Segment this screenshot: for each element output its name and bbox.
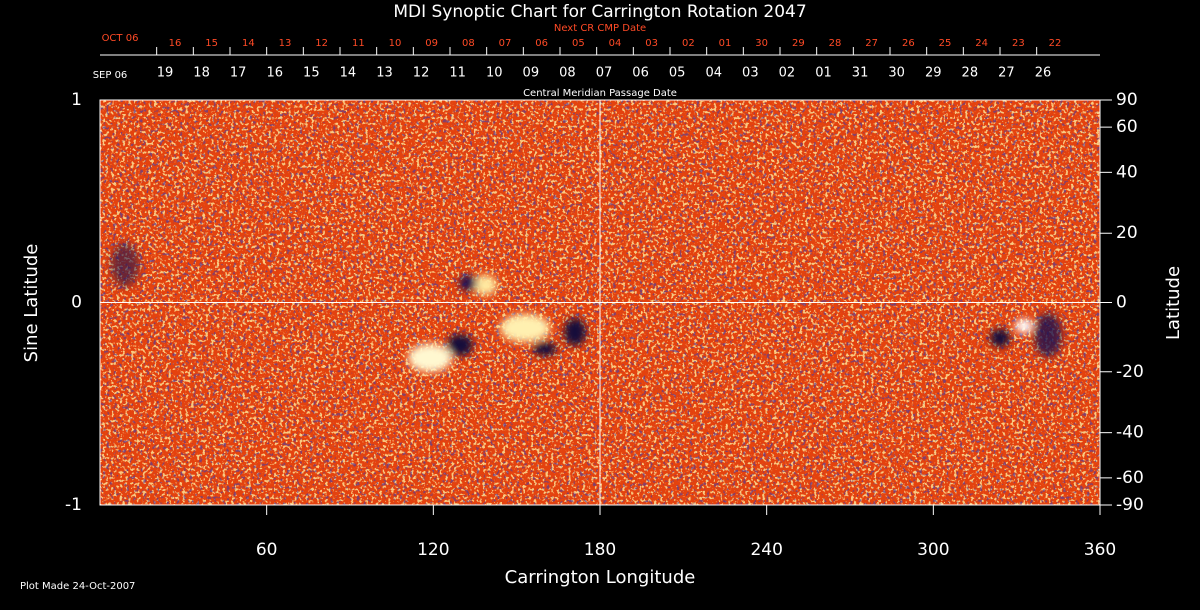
y-tick-label: -1 — [65, 495, 82, 515]
date-label: 07 — [596, 66, 613, 81]
date-label: 09 — [523, 66, 540, 81]
x-tick-label: 60 — [256, 540, 278, 560]
date-label: 28 — [829, 38, 842, 49]
y2-tick-label: -40 — [1116, 423, 1144, 443]
date-label: 14 — [242, 38, 255, 49]
date-start-label: SEP 06 — [93, 70, 128, 81]
date-label: 13 — [279, 38, 292, 49]
date-label: 15 — [303, 66, 320, 81]
date-label: 28 — [962, 66, 979, 81]
y-tick-label: 1 — [71, 90, 82, 110]
date-label: 23 — [1012, 38, 1025, 49]
date-label: 10 — [389, 38, 402, 49]
y2-tick-label: 60 — [1116, 117, 1138, 137]
date-label: 17 — [230, 66, 247, 81]
date-label: 01 — [719, 38, 732, 49]
date-label: 05 — [572, 38, 585, 49]
date-label: 29 — [792, 38, 805, 49]
y2-tick-label: 90 — [1116, 90, 1138, 110]
date-label: 05 — [669, 66, 686, 81]
date-label: 10 — [486, 66, 503, 81]
date-label: 26 — [902, 38, 915, 49]
date-label: 31 — [852, 66, 869, 81]
date-label: 03 — [645, 38, 658, 49]
date-label: 06 — [632, 66, 649, 81]
date-label: 01 — [815, 66, 832, 81]
date-label: 13 — [376, 66, 393, 81]
x-axis-label: Carrington Longitude — [505, 567, 696, 588]
date-label: 04 — [705, 66, 722, 81]
date-label: 16 — [169, 38, 182, 49]
date-label: 26 — [1035, 66, 1052, 81]
date-label: 16 — [266, 66, 283, 81]
date-label: 08 — [462, 38, 475, 49]
date-label: 19 — [157, 66, 174, 81]
date-label: 27 — [998, 66, 1015, 81]
y2-tick-label: -90 — [1116, 495, 1144, 515]
date-label: 27 — [865, 38, 878, 49]
x-tick-label: 300 — [917, 540, 949, 560]
date-label: 24 — [975, 38, 988, 49]
date-label: 07 — [499, 38, 512, 49]
date-label: 25 — [939, 38, 952, 49]
date-label: 14 — [340, 66, 357, 81]
y2-tick-label: -20 — [1116, 362, 1144, 382]
date-label: 12 — [413, 66, 430, 81]
x-tick-label: 360 — [1084, 540, 1116, 560]
chart-title: MDI Synoptic Chart for Carrington Rotati… — [393, 2, 806, 22]
date-label: 03 — [742, 66, 759, 81]
date-label: 30 — [888, 66, 905, 81]
date-label: 11 — [449, 66, 466, 81]
x-tick-label: 180 — [584, 540, 616, 560]
date-label: 08 — [559, 66, 576, 81]
y-tick-label: 0 — [71, 293, 82, 313]
date-label: 29 — [925, 66, 942, 81]
date-label: 12 — [315, 38, 328, 49]
x-tick-label: 120 — [417, 540, 449, 560]
y-axis-label: Sine Latitude — [21, 244, 42, 363]
footer: Plot Made 24-Oct-2007 — [20, 581, 135, 592]
date-start-label: OCT 06 — [102, 33, 139, 44]
date-label: 11 — [352, 38, 365, 49]
date-label: 18 — [193, 66, 210, 81]
y2-tick-label: -60 — [1116, 468, 1144, 488]
date-label: 04 — [609, 38, 622, 49]
date-axis-label: Central Meridian Passage Date — [523, 88, 677, 99]
date-axis-label: Next CR CMP Date — [554, 23, 646, 34]
date-label: 30 — [755, 38, 768, 49]
y2-axis-label: Latitude — [1163, 266, 1184, 340]
y2-tick-label: 0 — [1116, 293, 1127, 313]
y2-tick-label: 40 — [1116, 162, 1138, 182]
date-label: 02 — [682, 38, 695, 49]
date-label: 22 — [1049, 38, 1062, 49]
date-label: 02 — [779, 66, 796, 81]
x-tick-label: 240 — [750, 540, 782, 560]
date-label: 09 — [425, 38, 438, 49]
y2-tick-label: 20 — [1116, 223, 1138, 243]
date-label: 06 — [535, 38, 548, 49]
date-label: 15 — [205, 38, 218, 49]
